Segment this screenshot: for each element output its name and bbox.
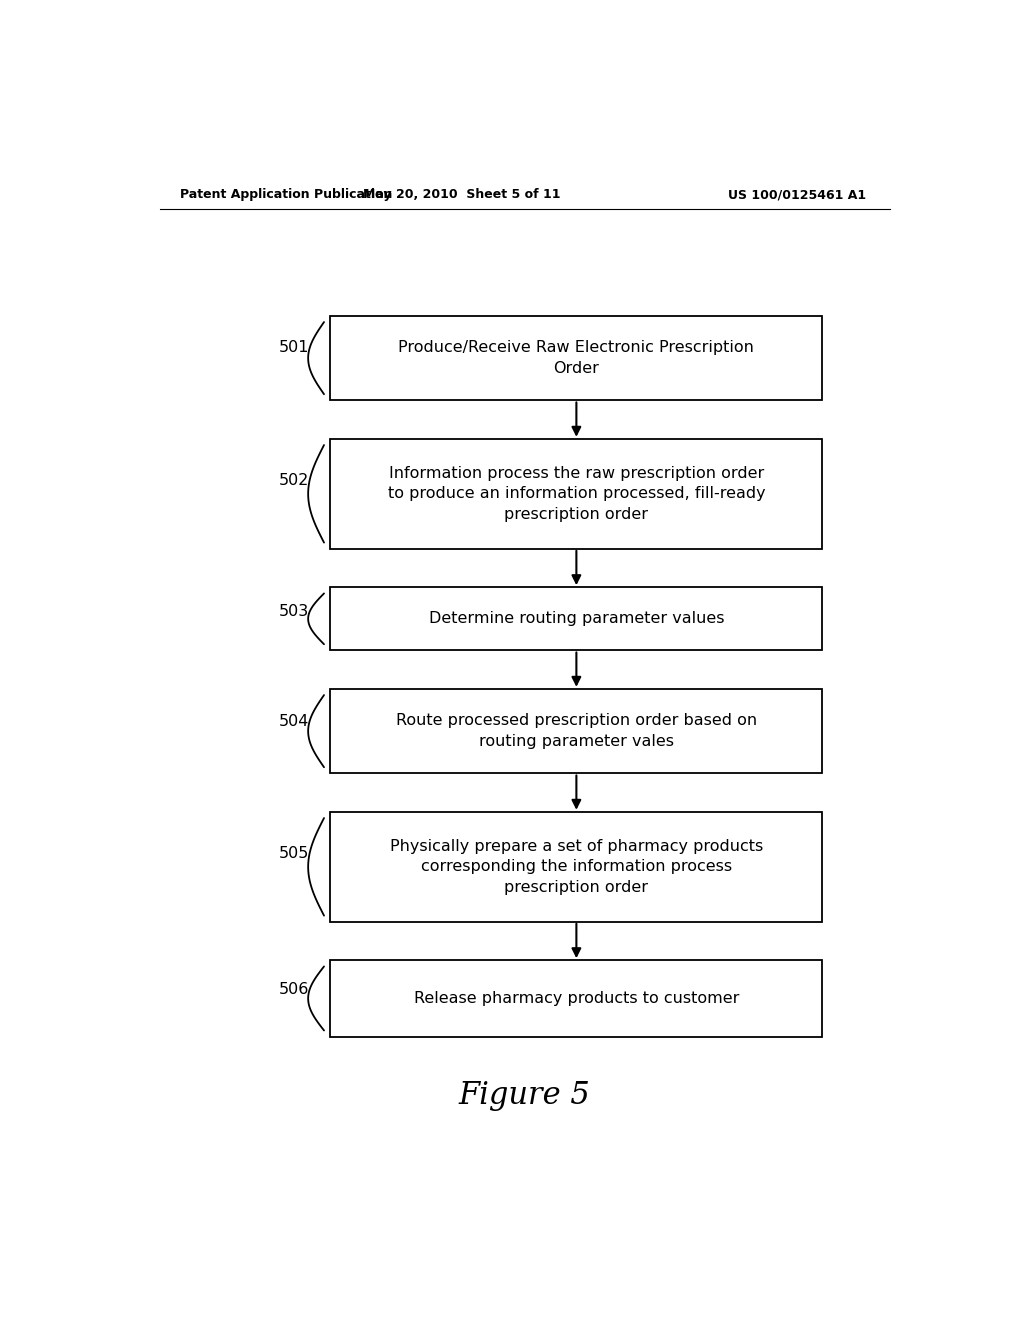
Text: US 100/0125461 A1: US 100/0125461 A1 <box>728 189 866 202</box>
Text: Figure 5: Figure 5 <box>459 1080 591 1111</box>
Text: 502: 502 <box>279 473 309 488</box>
Text: May 20, 2010  Sheet 5 of 11: May 20, 2010 Sheet 5 of 11 <box>362 189 560 202</box>
Text: Information process the raw prescription order
to produce an information process: Information process the raw prescription… <box>387 466 765 521</box>
Bar <box>331 812 822 921</box>
Text: Determine routing parameter values: Determine routing parameter values <box>429 611 724 626</box>
Text: Patent Application Publication: Patent Application Publication <box>179 189 392 202</box>
Text: 505: 505 <box>279 846 309 861</box>
Bar <box>331 587 822 651</box>
Text: Produce/Receive Raw Electronic Prescription
Order: Produce/Receive Raw Electronic Prescript… <box>398 341 755 376</box>
Bar <box>331 315 822 400</box>
Text: 501: 501 <box>279 341 309 355</box>
Text: 503: 503 <box>279 603 309 619</box>
Bar <box>331 440 822 549</box>
Text: Physically prepare a set of pharmacy products
corresponding the information proc: Physically prepare a set of pharmacy pro… <box>390 840 763 895</box>
Bar <box>331 961 822 1036</box>
Text: 504: 504 <box>279 714 309 729</box>
Text: 506: 506 <box>279 982 309 997</box>
Text: Route processed prescription order based on
routing parameter vales: Route processed prescription order based… <box>396 713 757 748</box>
Text: Release pharmacy products to customer: Release pharmacy products to customer <box>414 991 739 1006</box>
Bar <box>331 689 822 774</box>
